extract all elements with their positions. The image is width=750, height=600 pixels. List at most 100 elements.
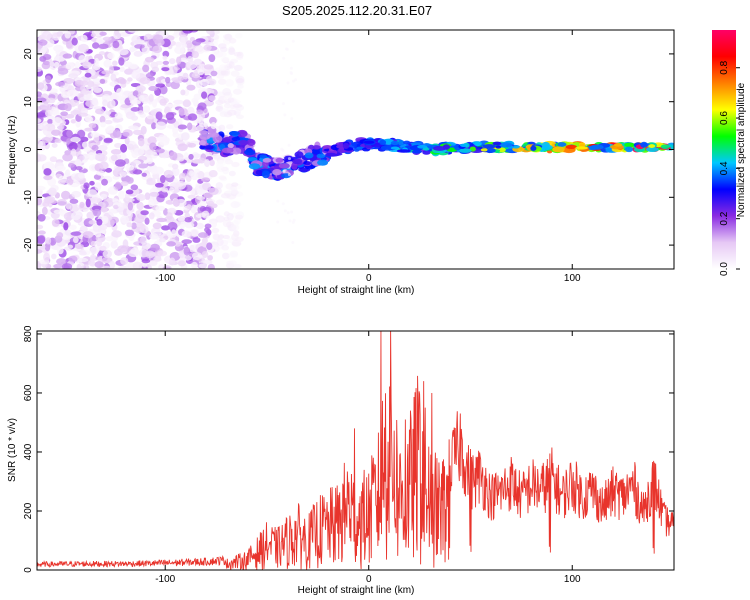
spectrogram-cell bbox=[291, 220, 295, 224]
spectrogram-cell bbox=[289, 71, 293, 75]
spectrogram-cell bbox=[95, 239, 103, 247]
spectrogram-cell bbox=[53, 61, 60, 68]
spectrogram-cell bbox=[119, 66, 125, 73]
spectrogram-cell bbox=[106, 197, 113, 203]
spectrogram-cell bbox=[133, 50, 143, 57]
spectrogram-cell bbox=[155, 83, 166, 88]
spectrogram-cell bbox=[184, 217, 192, 223]
x-tick-label: 100 bbox=[564, 273, 581, 284]
spectrogram-cell bbox=[287, 143, 291, 147]
spectrogram-cell bbox=[87, 189, 98, 197]
spectrogram-cell bbox=[64, 114, 75, 119]
spectrogram-cell bbox=[199, 133, 211, 140]
spectrogram-cell bbox=[37, 112, 46, 118]
spectrogram-cell bbox=[88, 220, 96, 225]
spectrogram-cell bbox=[227, 142, 234, 149]
spectrogram-cell bbox=[316, 153, 326, 159]
spectrogram-cell bbox=[74, 243, 84, 250]
spectrogram-cell bbox=[43, 175, 53, 181]
spectrogram-cell bbox=[151, 122, 157, 130]
spectrogram-cell bbox=[159, 85, 168, 95]
spectrogram-cell bbox=[290, 210, 294, 214]
spectrogram-cell bbox=[104, 119, 113, 125]
y-tick-label: -20 bbox=[23, 237, 34, 252]
spectrogram-cell bbox=[155, 205, 166, 212]
spectrogram-cell bbox=[565, 144, 577, 149]
spectrogram-cell bbox=[47, 118, 53, 125]
spectrogram-cell bbox=[168, 257, 176, 266]
spectrogram-cell bbox=[221, 252, 230, 260]
spectrogram-cell bbox=[204, 223, 212, 229]
x-tick-label: 0 bbox=[366, 574, 372, 585]
spectrogram-cell bbox=[94, 108, 105, 115]
spectrogram-cell bbox=[284, 47, 288, 51]
spectrogram-cell bbox=[185, 40, 193, 49]
spectrogram-cell bbox=[201, 210, 210, 219]
spectrogram-cell bbox=[151, 66, 160, 73]
snr-series-line bbox=[37, 331, 674, 570]
spectrogram-cell bbox=[70, 99, 80, 107]
spectrogram-cell bbox=[59, 122, 65, 130]
spectrogram-cell bbox=[117, 95, 124, 101]
spectrogram-cell bbox=[191, 159, 203, 164]
spectrogram-cell bbox=[186, 60, 198, 70]
spectrogram-cell bbox=[65, 40, 73, 49]
spectrogram-cell bbox=[199, 144, 206, 150]
spectrogram-cell bbox=[71, 37, 78, 46]
spectrogram-cell bbox=[86, 211, 95, 220]
spectrogram-cell bbox=[166, 212, 173, 220]
spectrogram-cell bbox=[232, 263, 242, 269]
spectrogram-cell bbox=[189, 244, 195, 253]
spectrogram-cell bbox=[70, 231, 82, 236]
spectrogram-cell bbox=[100, 193, 108, 200]
spectrogram-cell bbox=[70, 119, 77, 124]
colorbar-label: Normalized spectral amplitude bbox=[736, 82, 747, 217]
spectrogram-cell bbox=[77, 257, 89, 263]
spectrogram-cell bbox=[229, 250, 239, 258]
spectrogram-cell bbox=[180, 36, 186, 46]
spectrogram-cell bbox=[246, 138, 256, 146]
spectrogram-cell bbox=[142, 64, 150, 73]
spectrogram-cell bbox=[66, 89, 77, 97]
spectrogram-cell bbox=[37, 230, 46, 235]
spectrogram-cell bbox=[231, 233, 239, 242]
spectrogram-cell bbox=[156, 217, 168, 223]
spectrogram-cell bbox=[208, 169, 218, 178]
spectrogram-cell bbox=[276, 220, 280, 224]
spectrogram-cell bbox=[88, 246, 100, 255]
spectrogram-cell bbox=[422, 150, 431, 155]
spectrogram-cell bbox=[65, 62, 75, 70]
spectrogram-cell bbox=[165, 199, 175, 205]
spectrogram-cell bbox=[212, 233, 220, 241]
spectrogram-cell bbox=[134, 44, 145, 49]
spectrogram-cell bbox=[99, 31, 107, 36]
spectrogram-cell bbox=[191, 252, 203, 261]
spectrogram-cell bbox=[487, 148, 496, 153]
spectrogram-cell bbox=[101, 215, 109, 225]
spectrogram-cell bbox=[210, 70, 218, 77]
spectrogram-cell bbox=[172, 132, 180, 138]
spectrogram-cell bbox=[69, 224, 77, 231]
spectrogram-cell bbox=[43, 161, 55, 171]
spectrogram-cell bbox=[186, 204, 192, 210]
spectrogram-cell bbox=[162, 60, 170, 65]
spectrogram-cell bbox=[218, 175, 227, 180]
spectrogram-cell bbox=[133, 147, 145, 156]
spectrogram-cell bbox=[37, 197, 42, 206]
spectrogram-cell bbox=[211, 227, 220, 234]
spectrogram-cell bbox=[112, 60, 118, 67]
y-tick-label: 20 bbox=[23, 48, 34, 60]
spectrogram-cell bbox=[37, 235, 46, 244]
spectrogram-cell bbox=[136, 201, 144, 211]
spectrogram-cell bbox=[210, 122, 217, 130]
spectrogram-cell bbox=[613, 143, 623, 147]
spectrogram-cell bbox=[82, 231, 94, 239]
y-tick-label: 600 bbox=[23, 384, 34, 401]
spectrogram-cell bbox=[92, 208, 102, 217]
spectrogram-cell bbox=[281, 202, 285, 206]
spectrogram-cell bbox=[173, 30, 180, 36]
spectrogram-cell bbox=[110, 154, 118, 162]
spectrogram-cell bbox=[56, 31, 64, 37]
spectrogram-cell bbox=[114, 181, 122, 190]
spectrogram-cell bbox=[159, 139, 170, 146]
